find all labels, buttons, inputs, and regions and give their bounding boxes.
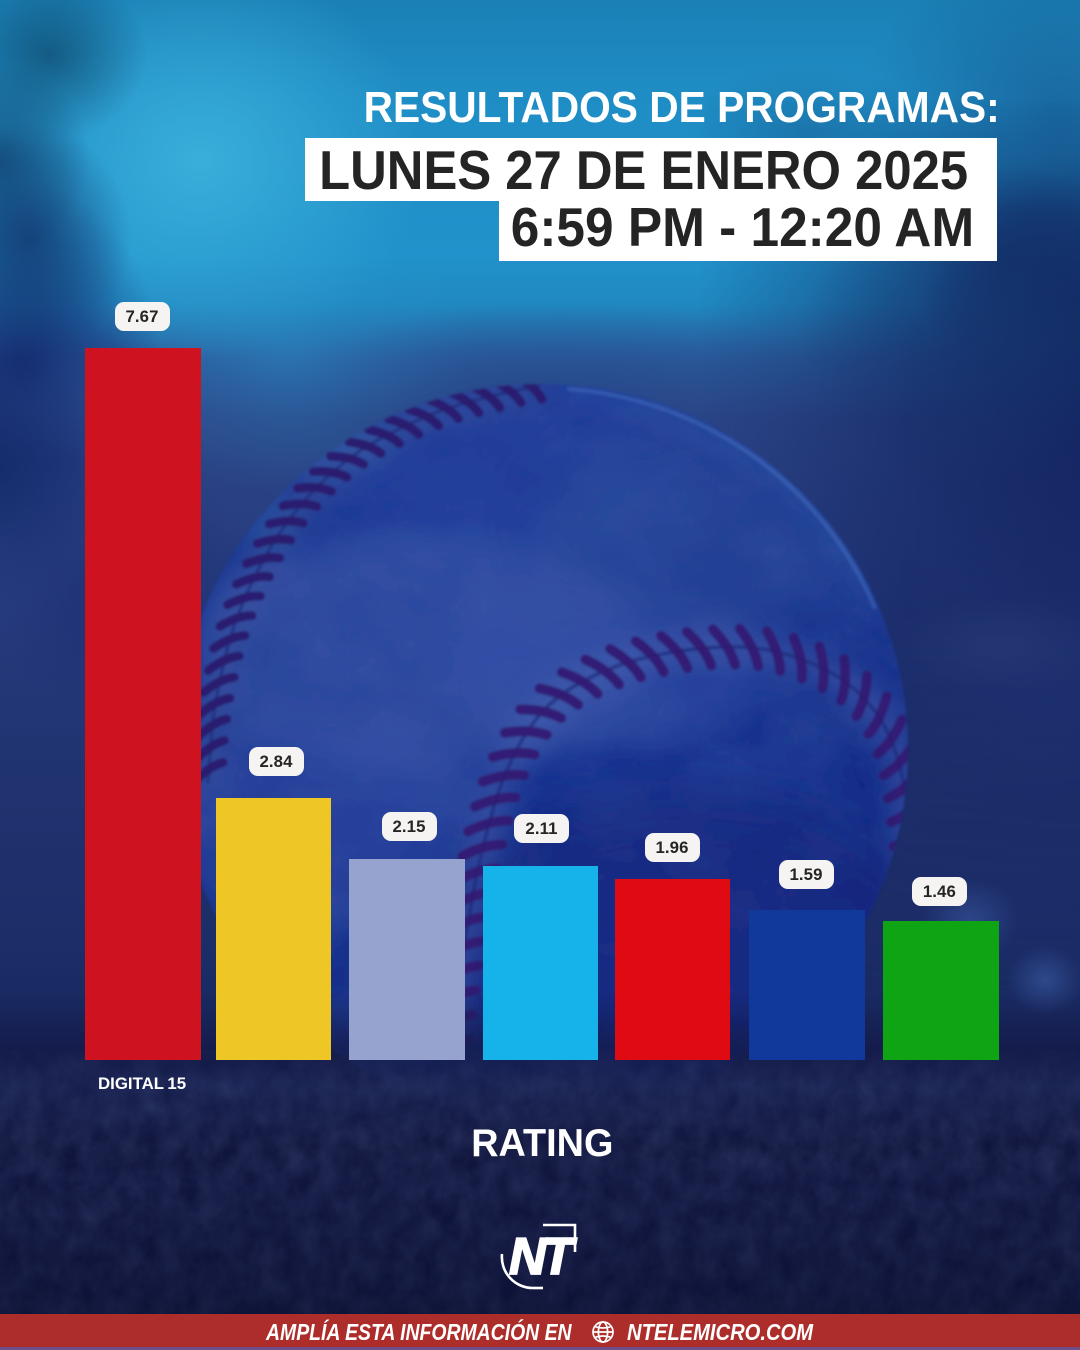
svg-text:NT: NT: [509, 1227, 578, 1285]
